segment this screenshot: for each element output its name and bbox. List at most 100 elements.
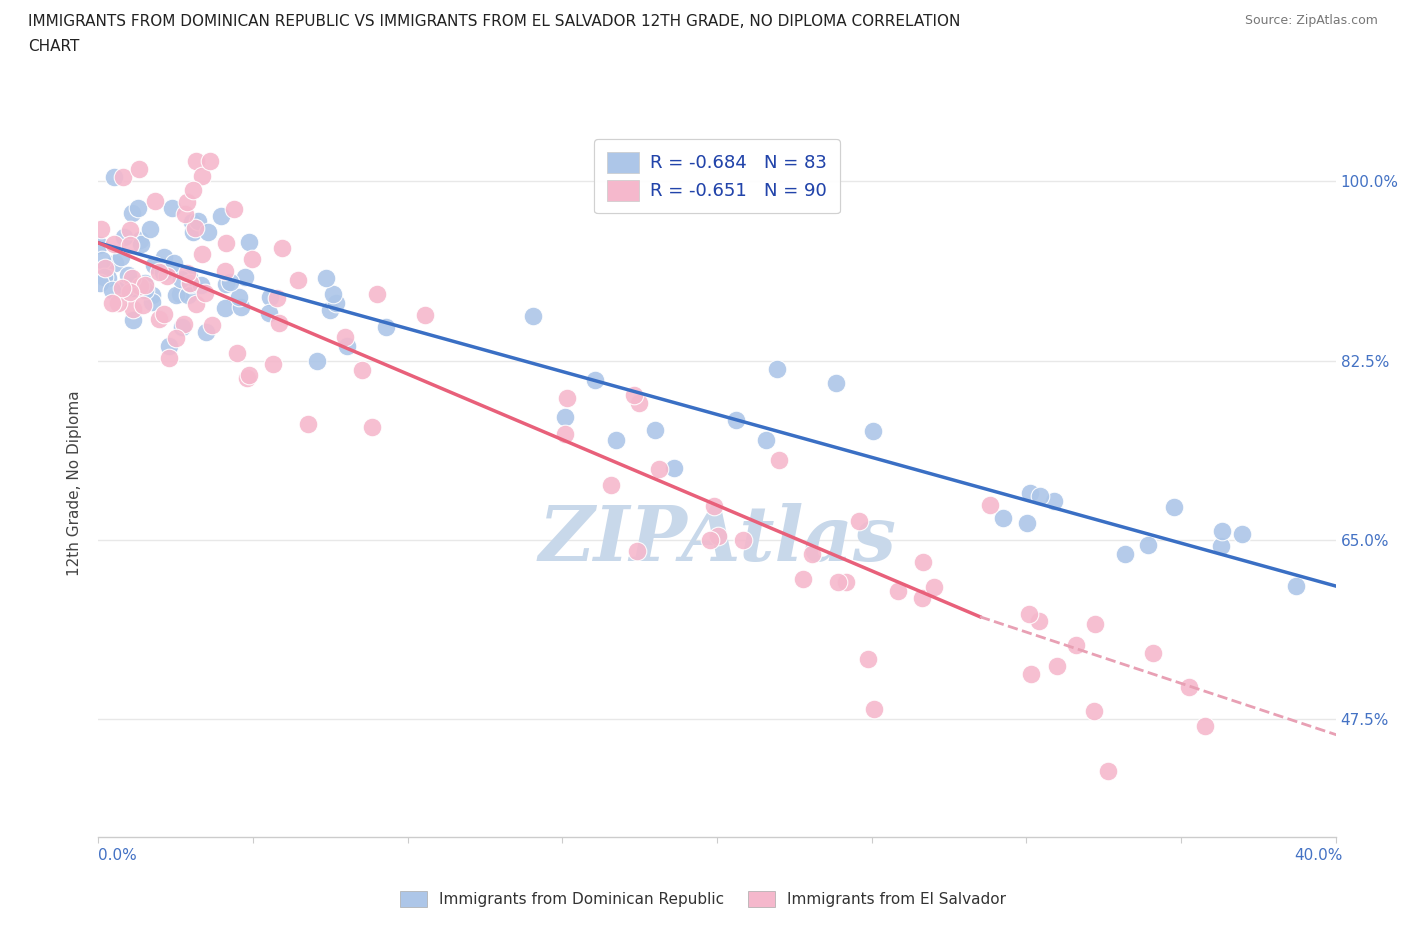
Point	[648, 461, 671, 476]
Point	[912, 554, 935, 569]
Point	[766, 362, 789, 377]
Point	[197, 224, 219, 239]
Point	[148, 312, 170, 326]
Point	[152, 265, 174, 280]
Point	[195, 325, 218, 339]
Point	[1136, 538, 1159, 552]
Point	[97, 271, 120, 286]
Point	[141, 295, 163, 310]
Point	[89, 275, 111, 290]
Point	[142, 258, 165, 272]
Point	[103, 236, 125, 251]
Point	[191, 169, 214, 184]
Point	[644, 422, 666, 437]
Point	[107, 296, 129, 311]
Point	[827, 575, 849, 590]
Point	[228, 289, 250, 304]
Point	[215, 276, 238, 291]
Point	[163, 256, 186, 271]
Point	[1230, 526, 1253, 541]
Point	[177, 270, 200, 285]
Point	[991, 510, 1014, 525]
Point	[1178, 680, 1201, 695]
Point	[169, 286, 191, 301]
Point	[121, 271, 143, 286]
Point	[238, 234, 260, 249]
Point	[238, 368, 260, 383]
Point	[287, 272, 309, 287]
Point	[307, 353, 329, 368]
Point	[127, 201, 149, 216]
Point	[1017, 515, 1039, 530]
Point	[1042, 494, 1064, 509]
Point	[1209, 538, 1232, 553]
Point	[240, 252, 263, 267]
Point	[699, 532, 721, 547]
Point	[110, 281, 132, 296]
Point	[141, 287, 163, 302]
Text: 0.0%: 0.0%	[98, 848, 138, 863]
Point	[180, 276, 202, 291]
Point	[413, 308, 436, 323]
Point	[315, 270, 337, 285]
Point	[177, 287, 200, 302]
Point	[165, 330, 187, 345]
Y-axis label: 12th Grade, No Diploma: 12th Grade, No Diploma	[67, 391, 83, 577]
Point	[194, 286, 217, 300]
Point	[186, 153, 208, 168]
Point	[366, 286, 388, 301]
Point	[148, 265, 170, 280]
Point	[100, 282, 122, 297]
Point	[111, 170, 134, 185]
Legend: Immigrants from Dominican Republic, Immigrants from El Salvador: Immigrants from Dominican Republic, Immi…	[394, 884, 1012, 913]
Point	[1097, 764, 1119, 778]
Point	[180, 215, 202, 230]
Point	[104, 256, 127, 271]
Point	[319, 303, 342, 318]
Point	[187, 213, 209, 228]
Point	[174, 206, 197, 221]
Point	[87, 237, 110, 252]
Point	[128, 232, 150, 247]
Point	[725, 412, 748, 427]
Point	[333, 330, 356, 345]
Point	[792, 572, 814, 587]
Point	[129, 236, 152, 251]
Point	[554, 409, 576, 424]
Point	[361, 419, 384, 434]
Point	[768, 452, 790, 467]
Point	[924, 580, 946, 595]
Point	[134, 283, 156, 298]
Point	[101, 296, 124, 311]
Point	[266, 290, 288, 305]
Point	[120, 238, 142, 253]
Point	[214, 300, 236, 315]
Point	[181, 182, 204, 197]
Text: ZIPAtlas: ZIPAtlas	[538, 503, 896, 578]
Point	[103, 169, 125, 184]
Point	[259, 289, 281, 304]
Point	[626, 543, 648, 558]
Point	[1019, 667, 1042, 682]
Point	[152, 249, 174, 264]
Point	[110, 249, 132, 264]
Point	[623, 388, 645, 403]
Point	[236, 371, 259, 386]
Point	[215, 235, 238, 250]
Point	[117, 268, 139, 283]
Point	[1018, 485, 1040, 500]
Point	[1028, 614, 1050, 629]
Point	[233, 270, 256, 285]
Point	[176, 265, 198, 280]
Point	[118, 285, 141, 299]
Point	[173, 317, 195, 332]
Point	[599, 478, 621, 493]
Point	[583, 373, 606, 388]
Point	[118, 222, 141, 237]
Point	[224, 202, 246, 217]
Point	[862, 423, 884, 438]
Point	[124, 276, 146, 291]
Point	[887, 583, 910, 598]
Point	[257, 305, 280, 320]
Point	[554, 427, 576, 442]
